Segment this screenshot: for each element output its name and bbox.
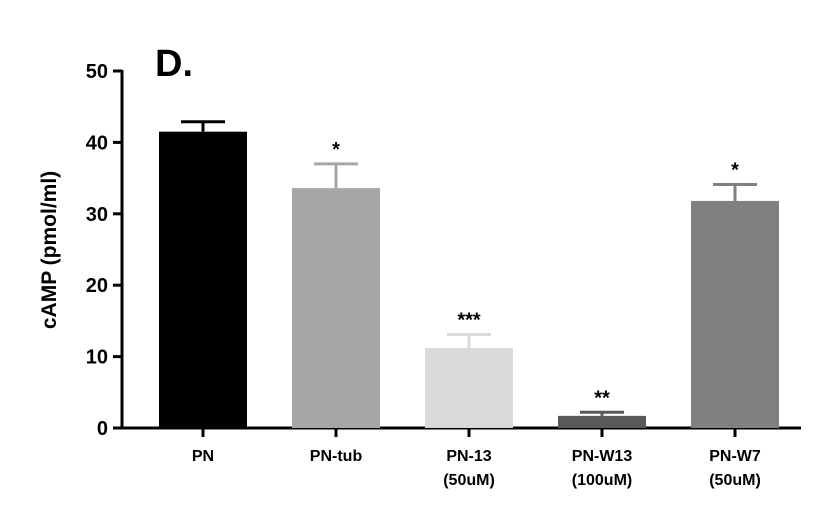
x-tick-label: PN-W13 (572, 448, 633, 465)
bar (159, 131, 247, 428)
bar (292, 188, 380, 428)
panel-label: D. (155, 43, 193, 85)
x-tick-label: (50uM) (709, 472, 761, 489)
x-axis-labels: PN PN-tub PN-13 (50uM) PN-W13 (100uM) PN-W7 (50… (192, 448, 761, 489)
x-tick-label: PN-tub (310, 448, 363, 465)
x-tick-label: PN-W7 (709, 448, 761, 465)
significance-marker: ** (594, 387, 610, 409)
significance-marker: * (332, 139, 340, 161)
y-tick-label: 10 (86, 347, 108, 369)
x-tick-label: PN-13 (446, 448, 491, 465)
bar (425, 348, 513, 428)
bars: ******* (159, 120, 779, 428)
bar (691, 200, 779, 428)
y-axis-label: cAMP (pmol/ml) (38, 171, 61, 329)
x-tick-label: PN (192, 448, 214, 465)
y-tick-label: 0 (97, 418, 108, 440)
significance-marker: * (731, 160, 739, 182)
x-tick-label: (50uM) (443, 472, 495, 489)
y-tick-label: 40 (86, 132, 108, 154)
x-tick-label: (100uM) (572, 472, 632, 489)
bar (558, 415, 646, 428)
y-tick-label: 20 (86, 275, 108, 297)
y-tick-label: 30 (86, 204, 108, 226)
significance-marker: *** (457, 309, 481, 331)
y-tick-label: 50 (86, 61, 108, 83)
